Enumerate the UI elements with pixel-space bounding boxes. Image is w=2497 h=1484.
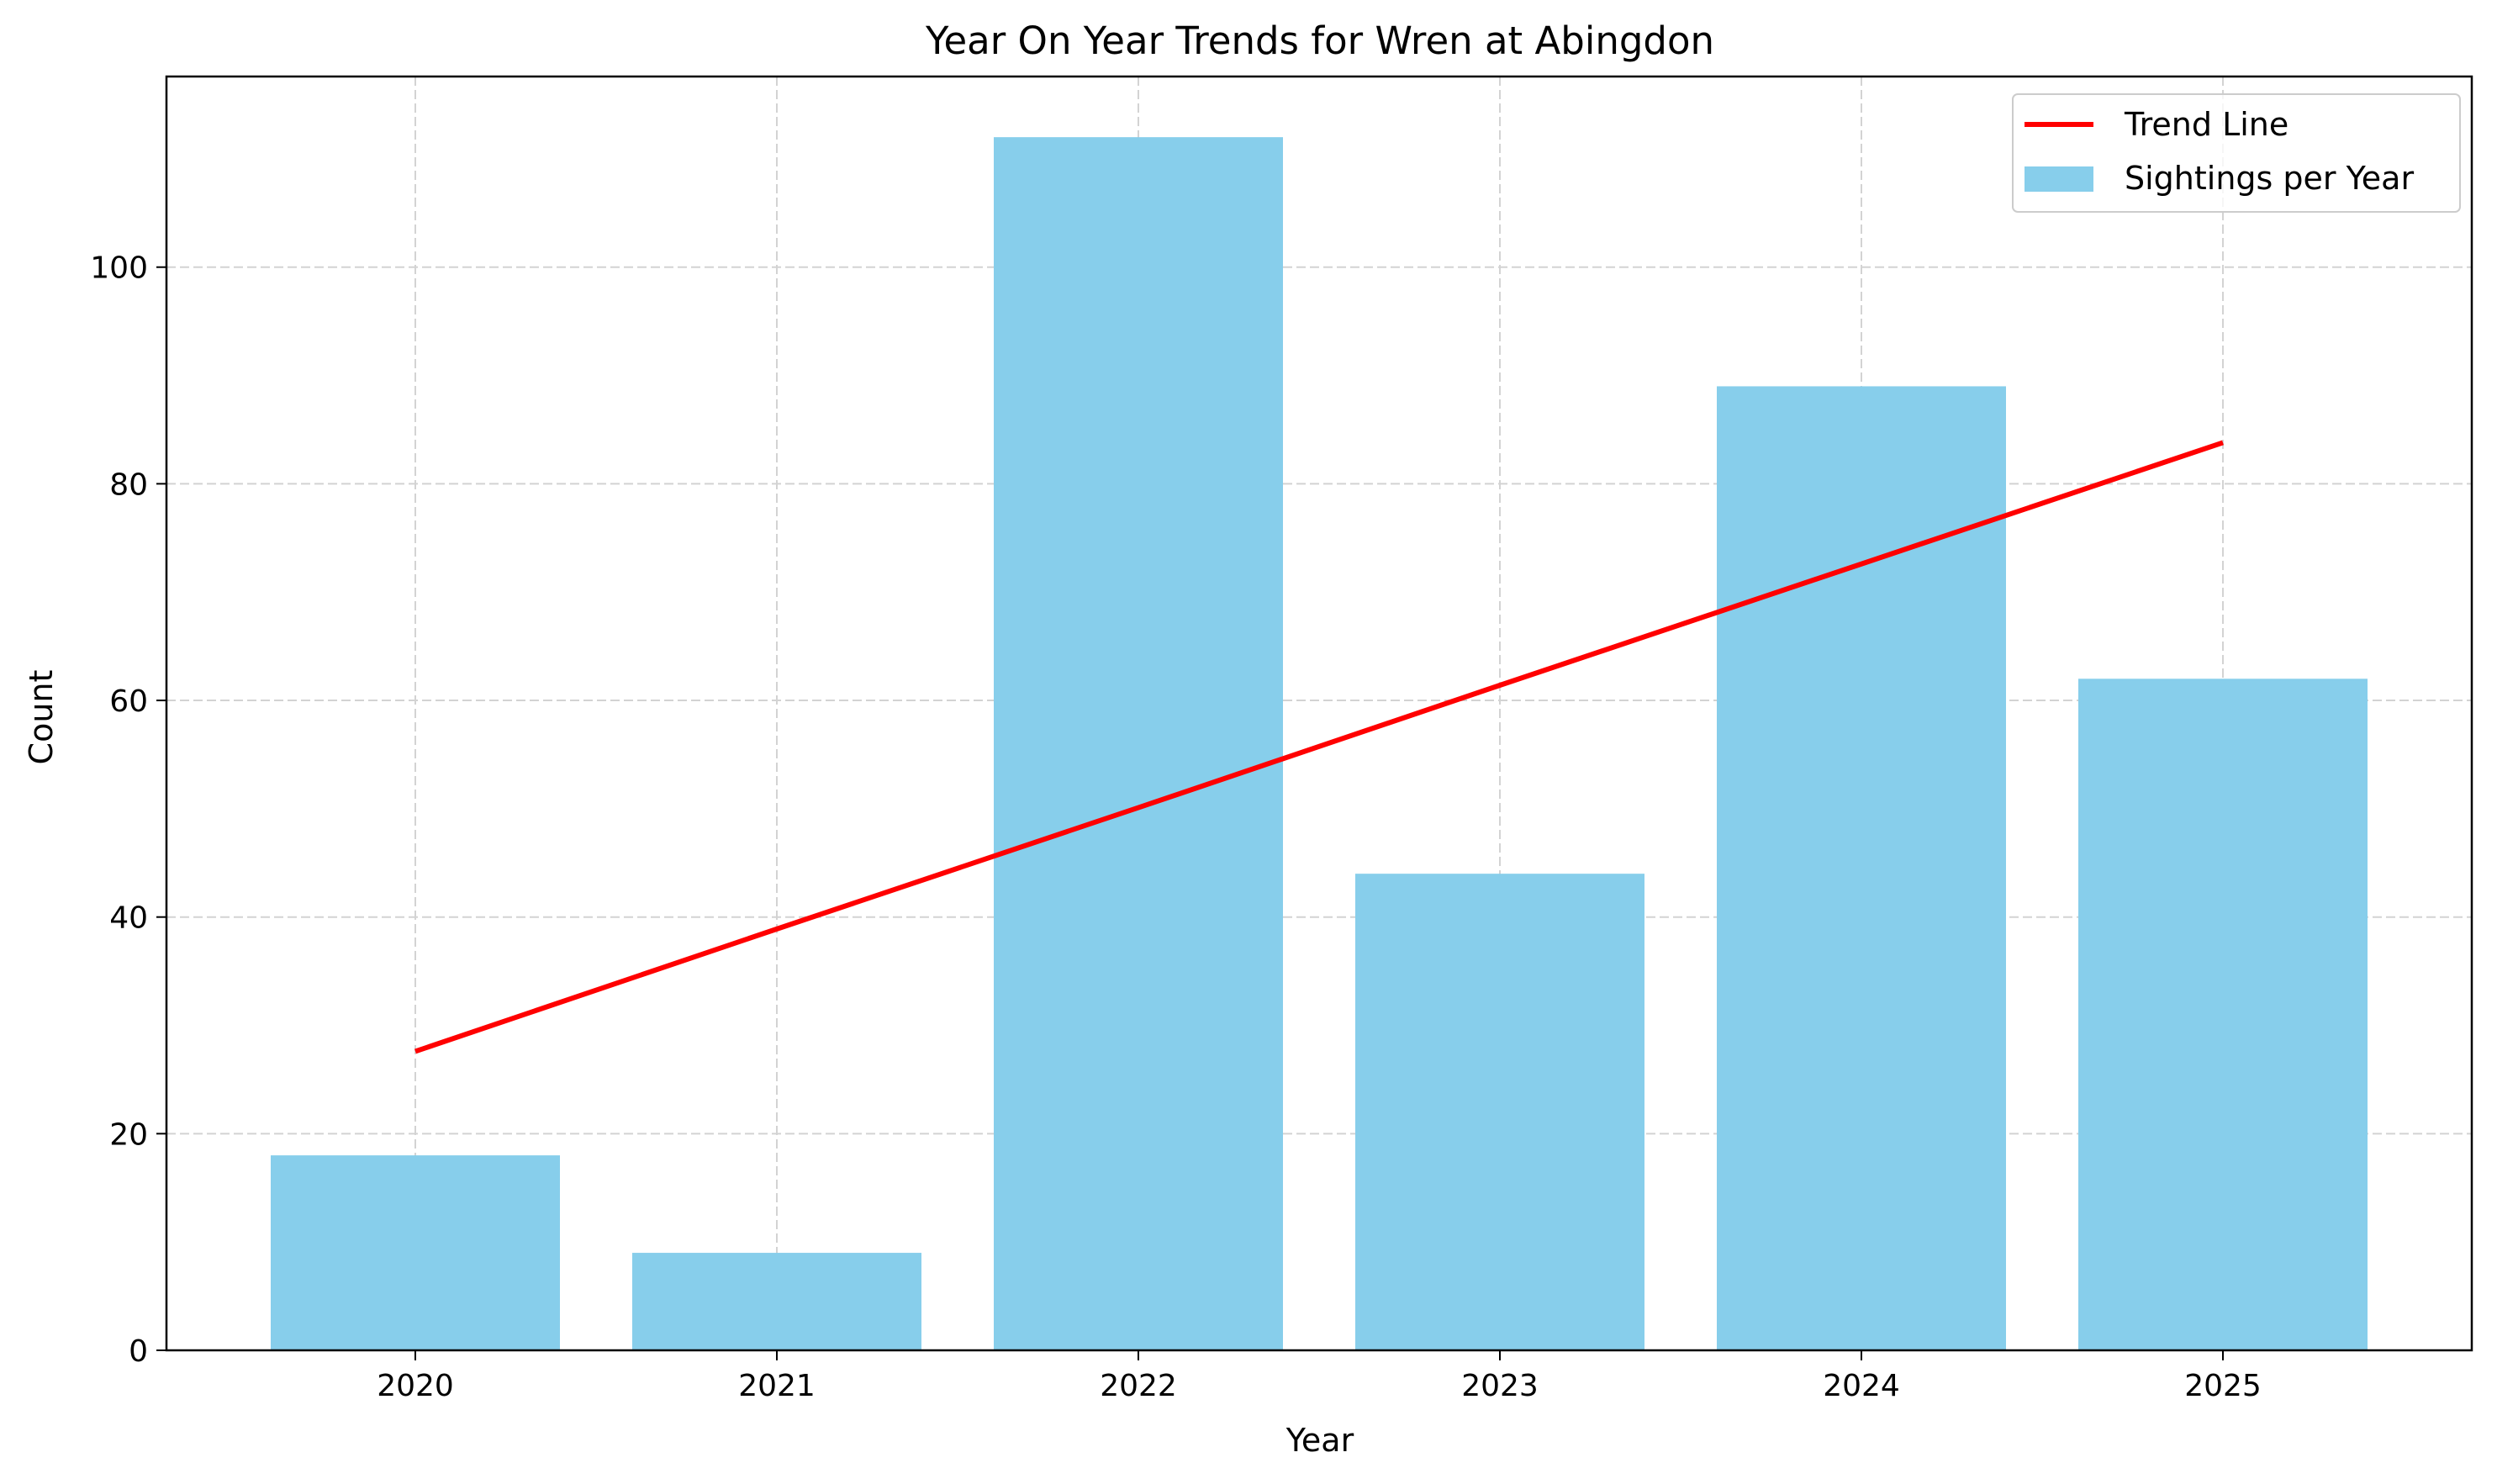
legend-sightings-label: Sightings per Year: [2125, 160, 2414, 197]
ticks: 2020 2021 2022 2023 2024 2025 0 20 40 60 80 100: [90, 251, 2262, 1403]
x-tick-label: 2024: [1823, 1369, 1900, 1403]
bars: [271, 137, 2368, 1351]
axes: [165, 75, 2473, 1352]
x-tick-label: 2021: [738, 1369, 816, 1403]
bar-2023: [1355, 874, 1644, 1350]
bar-2021: [632, 1253, 921, 1350]
legend-box: [2012, 93, 2461, 213]
bar-2024: [1717, 386, 2006, 1351]
legend-sightings-swatch: [2025, 166, 2093, 192]
y-tick-label: 60: [109, 684, 148, 719]
bar-2020: [271, 1155, 560, 1350]
legend: Trend Line Sightings per Year: [2012, 93, 2461, 213]
trend-line: [414, 440, 2224, 1054]
y-tick-label: 100: [90, 251, 148, 286]
y-tick-label: 80: [109, 467, 148, 502]
x-axis-label: Year: [1285, 1422, 1354, 1459]
y-axis-label: Count: [23, 670, 60, 765]
bar-2022: [994, 137, 1283, 1351]
trend-line-layer: [414, 440, 2224, 1054]
x-tick-label: 2022: [1100, 1369, 1177, 1403]
x-tick-label: 2020: [377, 1369, 454, 1403]
chart-title: Year On Year Trends for Wren at Abingdon: [925, 18, 1714, 63]
x-tick-label: 2025: [2184, 1369, 2262, 1403]
legend-trend-line-label: Trend Line: [2124, 106, 2288, 143]
bar-2025: [2078, 679, 2368, 1350]
y-tick-label: 20: [109, 1117, 148, 1152]
y-tick-label: 40: [109, 901, 148, 936]
x-tick-label: 2023: [1461, 1369, 1539, 1403]
y-tick-label: 0: [129, 1334, 148, 1369]
axes-frame: [165, 75, 2473, 1352]
